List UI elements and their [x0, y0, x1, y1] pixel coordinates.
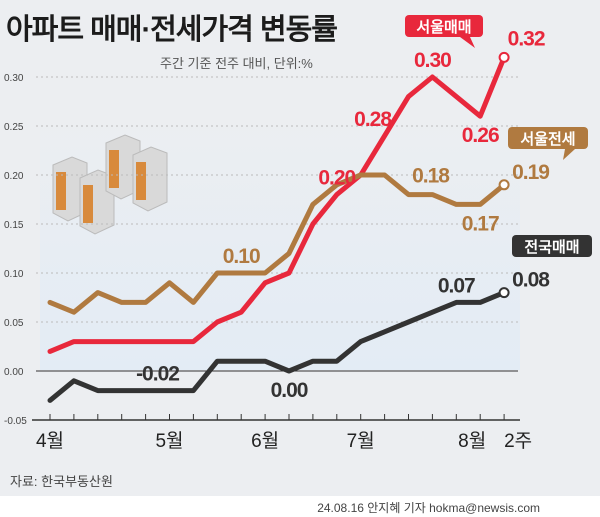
end-point-marker: [498, 287, 510, 299]
y-tick-label: 0.30: [4, 73, 24, 84]
legend-seoul-jeonse: 서울전세: [508, 127, 588, 160]
data-label: 0.32: [508, 27, 545, 50]
x-tick-label: 4월: [36, 430, 64, 452]
y-tick-label: -0.05: [4, 416, 27, 427]
y-tick-label: 0.20: [4, 171, 24, 182]
line-chart: 0.30 0.25 0.20 0.15 0.10 0.05 0.00 -0.05 4월 5월 6월 7…: [4, 15, 592, 452]
y-tick-label: 0.10: [4, 269, 24, 280]
data-label: 0.19: [512, 161, 549, 184]
data-label: 0.20: [318, 167, 355, 190]
x-tick-label: 2주: [504, 431, 532, 452]
legend-label: 전국매매: [524, 239, 579, 256]
x-tick-label: 7월: [347, 430, 375, 452]
y-tick-label: 0.05: [4, 318, 24, 329]
data-label: 0.18: [412, 165, 450, 188]
y-tick-label: 0.15: [4, 220, 24, 231]
series-line-0: [47, 54, 507, 354]
data-label: 0.28: [354, 108, 392, 131]
data-label: -0.02: [136, 363, 179, 386]
x-tick-label: 5월: [155, 430, 183, 452]
legend-label: 서울전세: [520, 131, 575, 148]
data-label: 0.08: [512, 269, 550, 292]
x-tick-label: 8월: [458, 430, 486, 452]
series-line-1: [47, 172, 507, 315]
x-tick-label: 6월: [251, 430, 279, 452]
end-point-marker: [498, 179, 510, 191]
data-source: 자료: 한국부동산원: [10, 474, 113, 489]
end-point-marker: [498, 51, 510, 63]
legend-label: 서울매매: [416, 19, 471, 36]
legend-national-sale: 전국매매: [512, 235, 592, 257]
data-label: 0.26: [462, 124, 499, 147]
buildings-illustration: [52, 134, 168, 235]
data-label: 0.10: [223, 245, 260, 268]
data-label: 0.07: [438, 274, 475, 297]
byline: 24.08.16 안지혜 기자 hokma@newsis.com: [317, 501, 540, 515]
y-tick-label: 0.25: [4, 122, 24, 133]
y-tick-label: 0.00: [4, 367, 24, 378]
series-line-2: [47, 290, 507, 403]
chart-subtitle: 주간 기준 전주 대비, 단위:%: [160, 56, 313, 71]
chart-title: 아파트 매매·전세가격 변동률: [6, 14, 338, 46]
legend-seoul-sale: 서울매매: [405, 15, 483, 48]
data-label: 0.00: [271, 379, 308, 402]
data-label: 0.30: [414, 49, 451, 72]
data-label: 0.17: [462, 212, 499, 235]
